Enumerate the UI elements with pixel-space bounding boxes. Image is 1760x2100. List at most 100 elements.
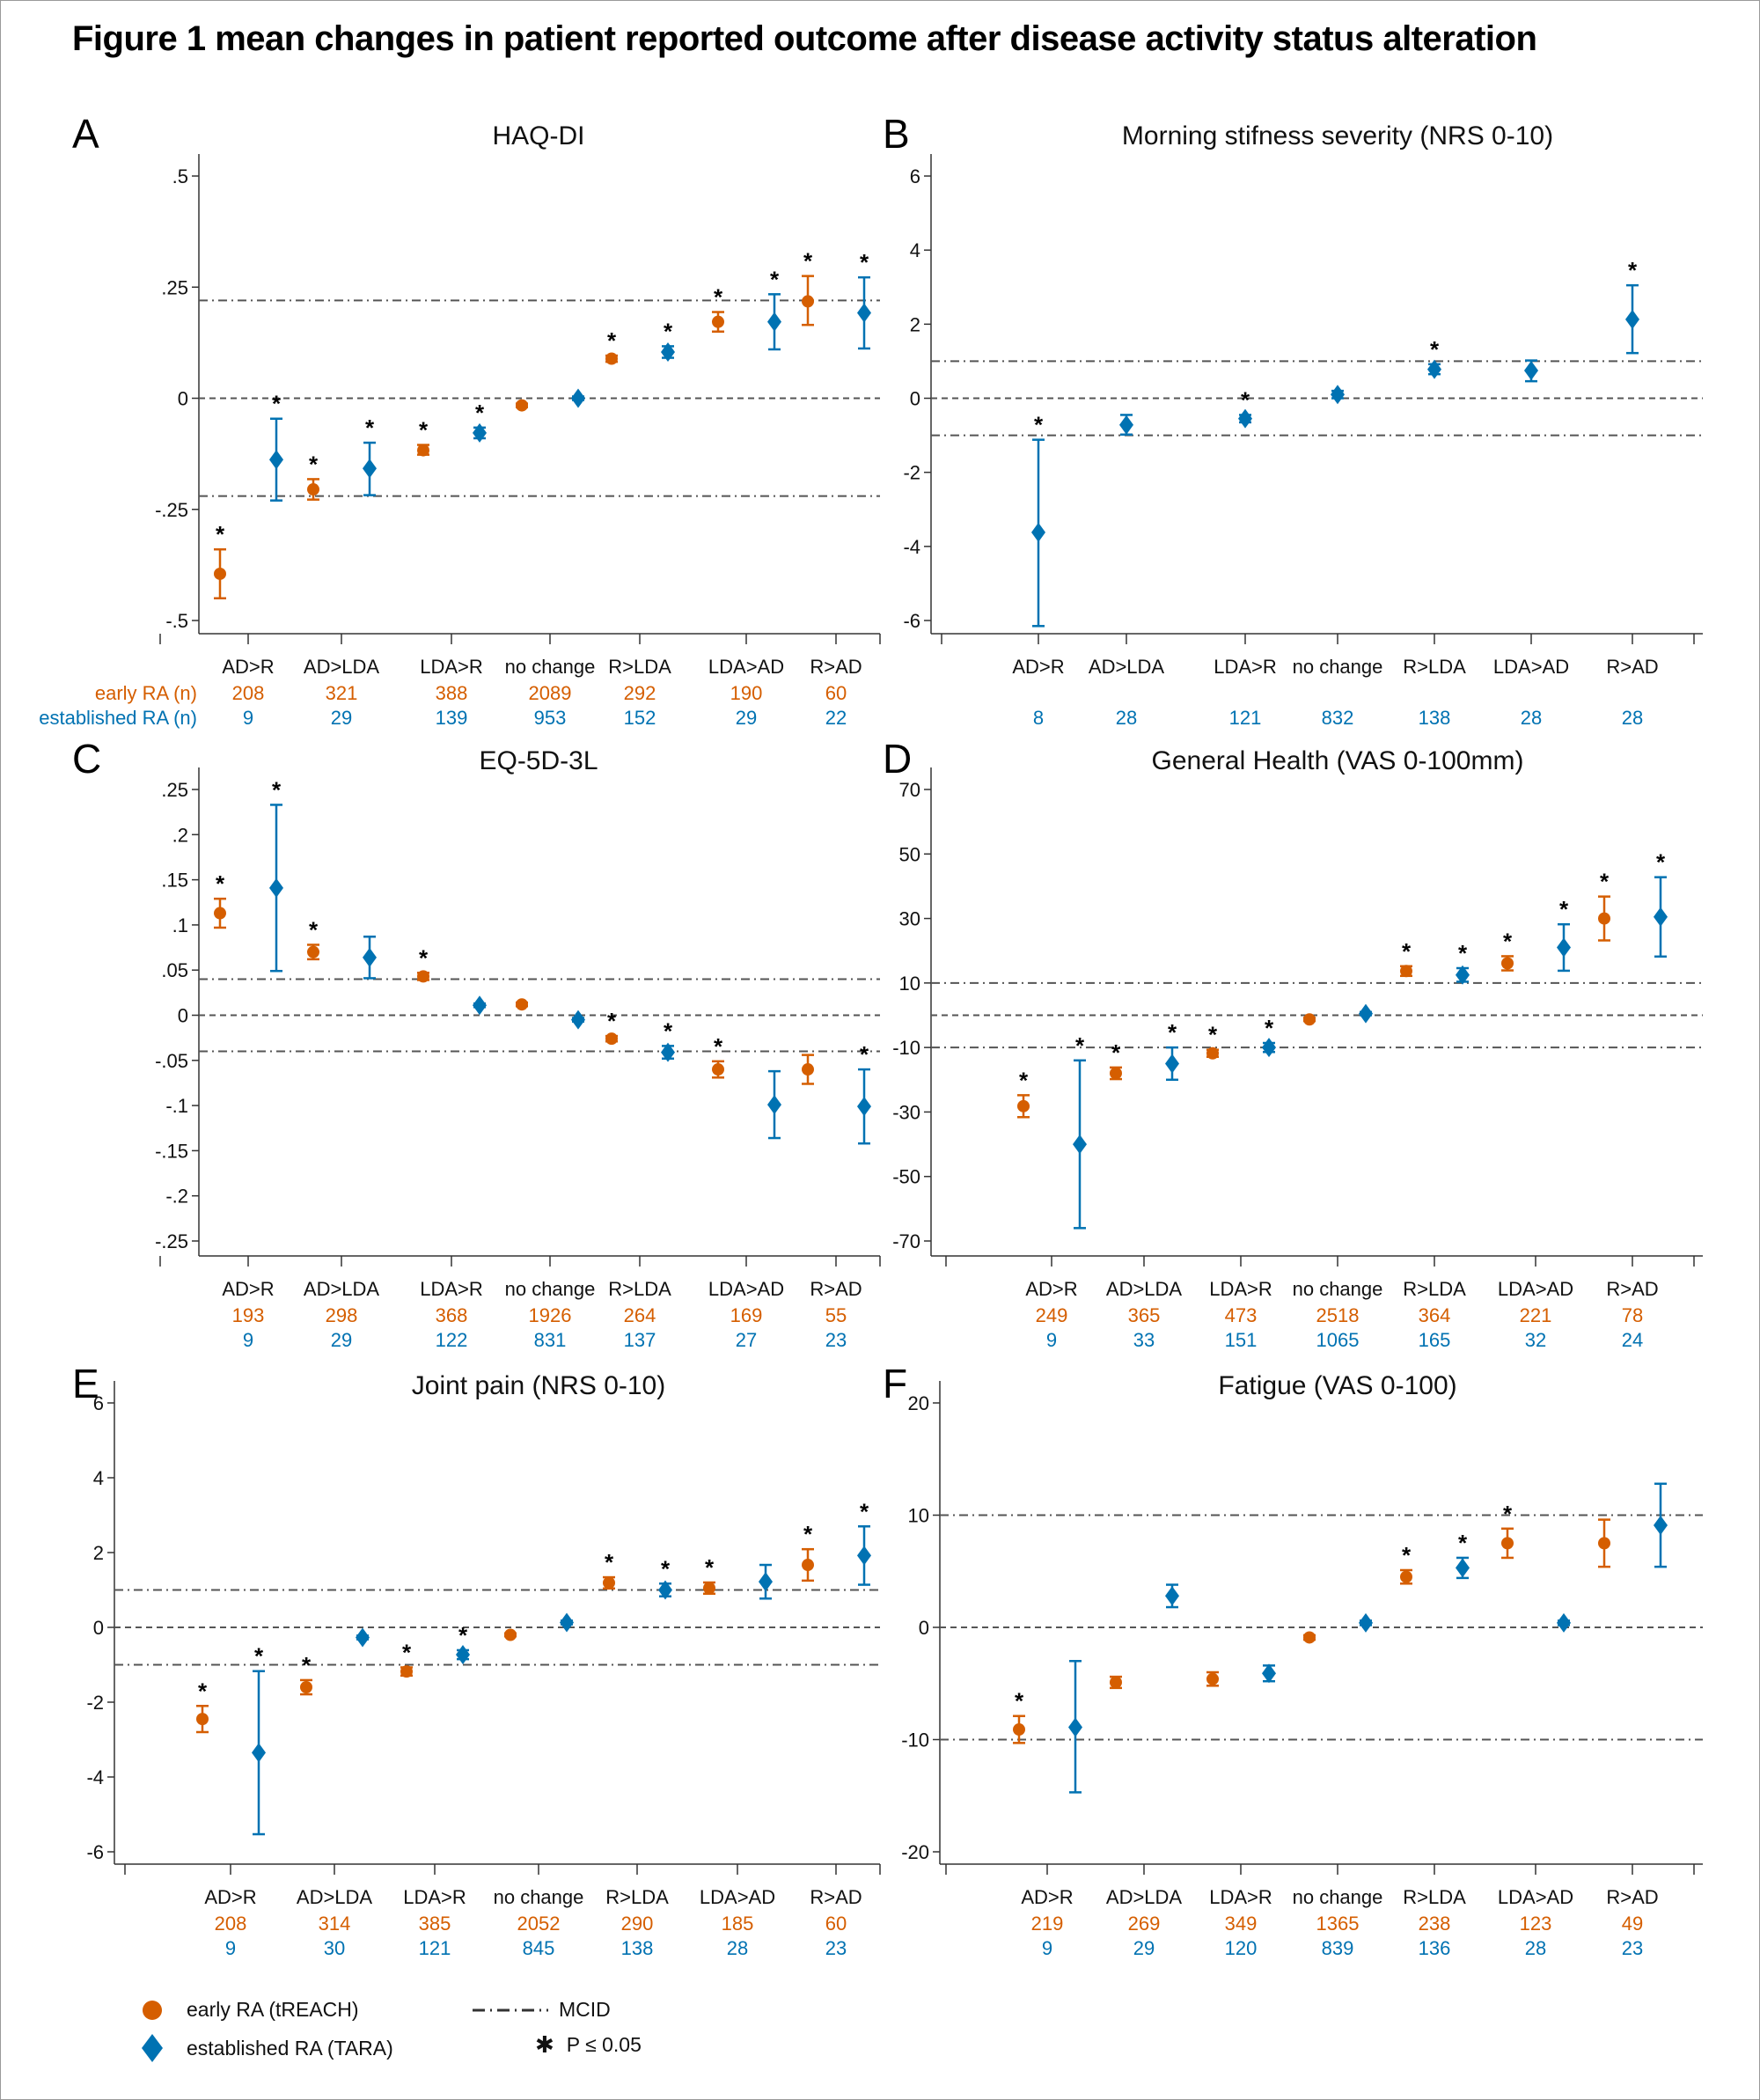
diamond-marker bbox=[767, 1095, 781, 1115]
circle-marker bbox=[1501, 1537, 1514, 1550]
diamond-marker bbox=[269, 877, 283, 898]
significance-asterisk: * bbox=[803, 1521, 813, 1547]
n-count-established: 9 bbox=[1042, 1937, 1052, 1959]
diamond-marker bbox=[269, 450, 283, 470]
n-count-established: 120 bbox=[1225, 1937, 1258, 1959]
x-tick-label: no change bbox=[1293, 656, 1383, 678]
circle-marker bbox=[417, 444, 429, 457]
n-count-early: 473 bbox=[1225, 1304, 1258, 1326]
n-count-established: 33 bbox=[1133, 1329, 1155, 1351]
significance-asterisk: * bbox=[1458, 1530, 1468, 1556]
data-point-established bbox=[1331, 385, 1345, 405]
n-count-early: 298 bbox=[326, 1304, 358, 1326]
diamond-marker bbox=[767, 312, 781, 332]
data-point-early: * bbox=[605, 1008, 618, 1046]
data-point-early bbox=[1303, 1013, 1316, 1026]
diamond-marker bbox=[1331, 385, 1345, 405]
y-tick-label: -6 bbox=[86, 1841, 104, 1863]
significance-asterisk: * bbox=[475, 400, 485, 426]
data-point-early: * bbox=[1400, 1542, 1412, 1585]
data-point-early: * bbox=[712, 284, 724, 333]
panel-f: F Fatigue (VAS 0-100) 20 10 0 -10 -20 AD>R AD>LD… bbox=[883, 1361, 1703, 1959]
asterisk-icon: ✱ bbox=[535, 2031, 554, 2058]
y-tick-label: -70 bbox=[892, 1230, 920, 1252]
diamond-marker bbox=[1524, 360, 1538, 380]
data-point-early bbox=[1598, 1518, 1610, 1568]
x-tick-label: AD>LDA bbox=[1106, 1278, 1183, 1300]
n-count-established: 29 bbox=[331, 707, 352, 729]
significance-asterisk: * bbox=[705, 1554, 715, 1581]
circle-marker bbox=[214, 567, 226, 580]
data-point-early: * bbox=[1598, 869, 1610, 942]
x-tick-label: AD>R bbox=[222, 1278, 274, 1300]
data-point-early: * bbox=[214, 521, 226, 599]
n-count-established: 9 bbox=[243, 707, 253, 729]
data-point-early: * bbox=[603, 1549, 615, 1590]
x-tick-label: R>AD bbox=[810, 1886, 862, 1908]
x-tick-label: AD>LDA bbox=[1089, 656, 1165, 678]
n-count-early: 290 bbox=[621, 1913, 654, 1935]
n-count-early: 321 bbox=[326, 682, 358, 704]
data-point-early bbox=[516, 998, 528, 1011]
panel-title: General Health (VAS 0-100mm) bbox=[1152, 746, 1524, 775]
n-count-established: 28 bbox=[1525, 1937, 1546, 1959]
circle-marker bbox=[1017, 1099, 1030, 1112]
n-count-early: 365 bbox=[1128, 1304, 1161, 1326]
data-point-early bbox=[1303, 1631, 1316, 1644]
x-tick-label: R>LDA bbox=[1403, 1886, 1466, 1908]
data-point-established: * bbox=[857, 1498, 871, 1586]
n-count-established: 22 bbox=[825, 707, 847, 729]
y-tick-label: 4 bbox=[910, 239, 920, 261]
n-count-established: 136 bbox=[1419, 1937, 1451, 1959]
n-count-early: 190 bbox=[730, 682, 763, 704]
x-tick-label: R>AD bbox=[1606, 656, 1658, 678]
panel-b: B Morning stifness severity (NRS 0-10) 6 4 2… bbox=[883, 111, 1703, 729]
n-count-early: 60 bbox=[825, 682, 847, 704]
data-point-established: * bbox=[661, 318, 675, 362]
y-tick-label: 70 bbox=[899, 779, 920, 801]
x-tick-label: LDA>AD bbox=[700, 1886, 775, 1908]
n-count-early: 314 bbox=[319, 1913, 351, 1935]
n-count-established: 1065 bbox=[1316, 1329, 1360, 1351]
x-tick-label: AD>LDA bbox=[1106, 1886, 1183, 1908]
y-tick-label: .25 bbox=[161, 779, 188, 801]
y-tick-label: -50 bbox=[892, 1166, 920, 1188]
y-tick-label: -10 bbox=[901, 1729, 929, 1751]
significance-asterisk: * bbox=[607, 1008, 617, 1034]
y-tick-label: 6 bbox=[93, 1392, 104, 1414]
circle-marker bbox=[1303, 1013, 1316, 1026]
diamond-marker bbox=[356, 1627, 370, 1648]
significance-asterisk: * bbox=[198, 1678, 208, 1704]
diamond-marker bbox=[759, 1572, 773, 1592]
x-tick-label: LDA>AD bbox=[708, 656, 784, 678]
n-count-early: 78 bbox=[1622, 1304, 1643, 1326]
data-point-early: * bbox=[703, 1554, 715, 1595]
n-count-early: 2089 bbox=[529, 682, 572, 704]
n-count-early: 385 bbox=[419, 1913, 451, 1935]
circle-marker bbox=[703, 1582, 715, 1595]
significance-asterisk: * bbox=[770, 266, 780, 292]
y-tick-label: .5 bbox=[172, 165, 188, 187]
diamond-marker bbox=[1427, 359, 1441, 379]
circle-marker bbox=[516, 998, 528, 1011]
data-point-established bbox=[363, 935, 377, 980]
data-point-established: * bbox=[252, 1643, 266, 1836]
circle-marker bbox=[300, 1681, 312, 1693]
y-tick-label: -2 bbox=[903, 462, 920, 484]
x-tick-label: AD>LDA bbox=[297, 1886, 373, 1908]
y-tick-label: 30 bbox=[899, 908, 920, 930]
y-tick-label: 20 bbox=[908, 1392, 929, 1414]
data-point-established: * bbox=[269, 391, 283, 502]
panel-d: D General Health (VAS 0-100mm) 70 50 30 10 -10… bbox=[883, 736, 1703, 1351]
x-tick-label: R>LDA bbox=[1403, 656, 1466, 678]
n-count-established: 29 bbox=[1133, 1937, 1155, 1959]
significance-asterisk: * bbox=[216, 870, 225, 897]
y-tick-label: -6 bbox=[903, 610, 920, 632]
circle-marker bbox=[712, 315, 724, 328]
n-count-early: 221 bbox=[1520, 1304, 1552, 1326]
n-count-early: 185 bbox=[722, 1913, 754, 1935]
significance-asterisk: * bbox=[254, 1643, 264, 1670]
data-point-established: * bbox=[1262, 1015, 1276, 1058]
n-count-established: 28 bbox=[1116, 707, 1137, 729]
